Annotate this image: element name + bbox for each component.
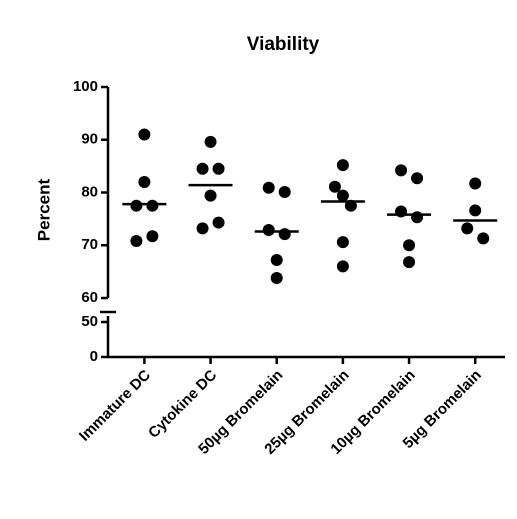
data-point — [130, 235, 143, 248]
chart-title: Viability — [247, 34, 320, 55]
data-point — [262, 181, 275, 194]
y-tick-label: 100 — [73, 78, 98, 95]
y-tick-label: 0 — [90, 348, 98, 365]
data-point — [403, 256, 416, 269]
data-point — [328, 180, 341, 193]
y-tick-label: 80 — [81, 183, 98, 200]
data-point — [336, 236, 349, 249]
data-point — [204, 189, 217, 202]
data-point — [196, 222, 209, 235]
x-tick-label: Cytokine DC — [145, 367, 220, 442]
data-point — [130, 199, 143, 212]
data-point — [411, 211, 424, 224]
data-point — [469, 204, 482, 217]
data-point — [477, 232, 490, 245]
data-point — [138, 128, 151, 141]
data-point — [278, 185, 291, 198]
data-point — [278, 228, 291, 241]
data-point — [403, 239, 416, 252]
y-axis-label: Percent — [34, 178, 53, 241]
y-tick-label: 90 — [81, 131, 98, 148]
data-point — [469, 177, 482, 190]
data-point — [138, 175, 151, 188]
data-point — [262, 223, 275, 236]
data-point — [395, 164, 408, 177]
data-point — [461, 222, 474, 235]
data-point — [212, 216, 225, 229]
data-point — [270, 271, 283, 284]
y-tick-label: 70 — [81, 236, 98, 253]
data-point — [336, 260, 349, 273]
y-tick-label: 60 — [81, 289, 98, 306]
data-point — [146, 230, 159, 243]
data-point — [270, 254, 283, 267]
data-point — [336, 159, 349, 172]
x-tick-label: Immature DC — [76, 366, 154, 444]
data-point — [336, 189, 349, 202]
data-point — [411, 172, 424, 185]
y-tick-label: 50 — [81, 313, 98, 330]
data-point — [146, 199, 159, 212]
data-point — [196, 162, 209, 175]
data-point — [212, 162, 225, 175]
data-point — [204, 135, 217, 148]
